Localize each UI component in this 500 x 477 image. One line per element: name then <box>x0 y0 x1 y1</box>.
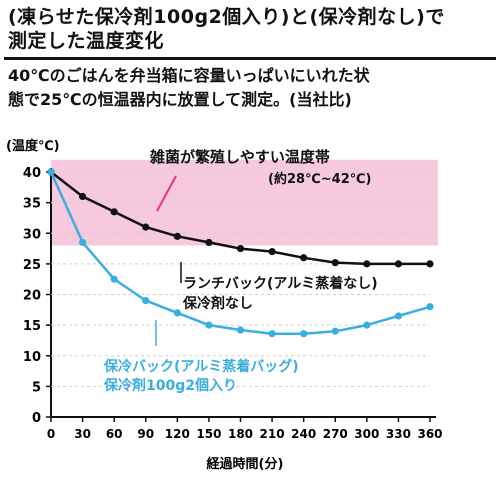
y-axis-label: (温度℃) <box>6 138 60 154</box>
series-2-point <box>331 327 339 335</box>
band-label: 雑菌が繁殖しやすい温度帯 <box>149 148 330 166</box>
series-1-label-line-2: 保冷剤なし <box>182 295 253 312</box>
y-tick-label: 0 <box>32 411 41 426</box>
x-tick-label: 60 <box>106 427 123 441</box>
x-tick-label: 360 <box>417 427 442 441</box>
y-tick-label: 15 <box>23 319 41 334</box>
y-tick-label: 30 <box>23 227 41 242</box>
series-1-point <box>205 238 213 247</box>
title-line-2: 測定した温度変化 <box>8 30 165 52</box>
y-tick-label: 25 <box>23 258 41 273</box>
header-divider <box>4 57 496 60</box>
x-tick-label: 150 <box>196 427 221 441</box>
series-2-label-line-2: 保冷剤100g2個入り <box>103 377 237 394</box>
x-tick-label: 30 <box>74 427 91 441</box>
series-1-point <box>363 260 371 268</box>
description-line-1: 40℃のごはんを弁当箱に容量いっぱいにいれた状 <box>8 66 370 85</box>
x-tick-label: 330 <box>386 427 411 441</box>
series-1-point <box>173 232 181 240</box>
series-2-point <box>173 309 181 317</box>
series-1-point <box>300 254 308 262</box>
x-tick-label: 240 <box>291 427 316 441</box>
series-1-label-line-1: ランチバック(アルミ蒸着なし) <box>183 275 378 292</box>
series-1-point <box>236 244 245 253</box>
series-2-point <box>268 330 276 338</box>
chart-header-title: (凍らせた保冷剤100g2個入り)と(保冷剤なし)で 測定した温度変化 <box>8 5 478 53</box>
x-tick-label: 120 <box>165 427 190 441</box>
title-line-1: (凍らせた保冷剤100g2個入り)と(保冷剤なし)で <box>8 6 445 28</box>
x-tick-label: 270 <box>323 427 348 441</box>
x-tick-label: 0 <box>47 427 55 441</box>
series-2-point <box>142 297 150 305</box>
band-pointer-line <box>156 175 177 212</box>
series-2-point <box>78 238 87 247</box>
series-2-point <box>363 321 371 329</box>
x-axis-label: 経過時間(分) <box>207 456 284 472</box>
series-2-point <box>394 312 403 320</box>
series-2-point <box>110 275 118 283</box>
x-tick-label: 210 <box>260 427 285 441</box>
y-tick-label: 5 <box>32 380 41 395</box>
series-2-point <box>426 303 434 311</box>
description-line-2: 態で25℃の恒温器内に放置して測定。(当社比) <box>8 90 352 109</box>
series-1-point <box>110 208 118 216</box>
series-2-point <box>236 326 245 334</box>
y-tick-label: 40 <box>23 166 41 181</box>
x-tick-label: 300 <box>354 427 379 441</box>
series-1-point <box>78 192 87 201</box>
series-1-point <box>426 260 434 268</box>
chart-description: 40℃のごはんを弁当箱に容量いっぱいにいれた状 態で25℃の恒温器内に放置して測… <box>8 64 496 112</box>
series-2-point <box>300 330 308 338</box>
series-1-point <box>268 248 276 256</box>
x-tick-label: 90 <box>137 427 154 441</box>
y-tick-label: 20 <box>23 289 41 304</box>
series-2-point <box>47 168 55 176</box>
series-2-point <box>205 321 213 329</box>
y-tick-label: 10 <box>23 350 41 365</box>
series-2-label-line-1: 保冷バック(アルミ蒸着バッグ) <box>103 358 299 375</box>
y-tick-label: 35 <box>23 197 41 212</box>
series-1-point <box>394 260 403 268</box>
x-tick-label: 180 <box>228 427 253 441</box>
series-1-point <box>331 259 339 267</box>
band-range-label: (約28℃~42℃) <box>268 171 371 187</box>
series-1-point <box>142 223 150 231</box>
